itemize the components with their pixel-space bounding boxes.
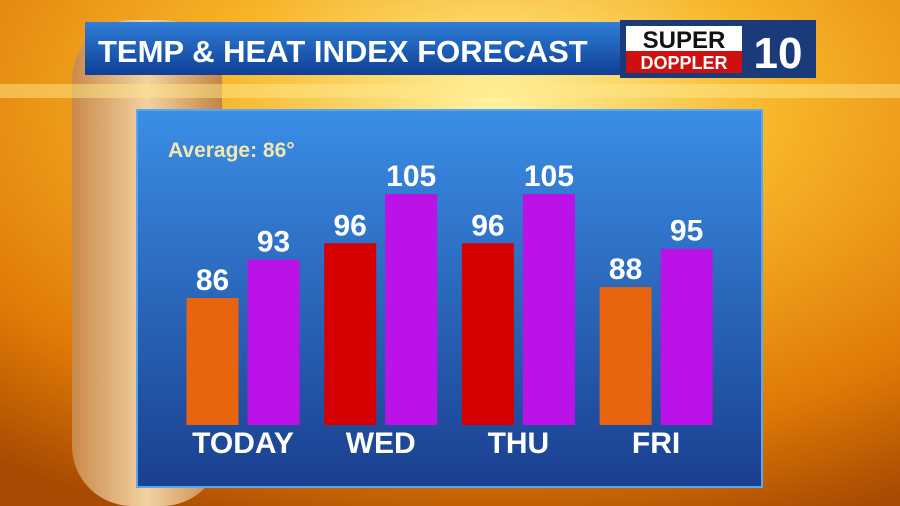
- logo-top: SUPER: [643, 27, 726, 54]
- bar: [660, 248, 713, 425]
- plot: TODAY 86 93 WED 96 105 THU 96 105 FRI 88 95: [186, 160, 713, 460]
- logo-bottom: DOPPLER: [640, 53, 727, 73]
- chart-panel: [136, 109, 763, 488]
- sun-glow: [0, 84, 900, 98]
- logo-number: 10: [754, 29, 803, 78]
- data-label: 88: [609, 253, 642, 286]
- data-label: 95: [670, 215, 703, 248]
- x-tick-label: TODAY: [192, 427, 294, 460]
- bar: [385, 194, 438, 425]
- chart-title: TEMP & HEAT INDEX FORECAST: [98, 34, 588, 69]
- data-label: 93: [257, 226, 290, 259]
- data-label: 96: [471, 209, 504, 242]
- annotation: Average: 86°: [168, 139, 295, 162]
- x-tick-label: THU: [488, 427, 550, 460]
- logo-bottom-bg: [626, 51, 742, 73]
- x-tick-label: WED: [346, 427, 416, 460]
- data-label: 86: [196, 264, 229, 297]
- x-tick-label: FRI: [632, 427, 680, 460]
- bar: [247, 259, 300, 425]
- data-label: 96: [334, 209, 367, 242]
- bar: [324, 243, 377, 425]
- data-label: 105: [524, 160, 574, 193]
- bar: [599, 287, 652, 425]
- bar: [461, 243, 514, 425]
- bar: [522, 194, 575, 425]
- bar: [186, 298, 239, 425]
- data-label: 105: [386, 160, 436, 193]
- title-banner: [85, 22, 625, 75]
- logo-top-bg: [626, 26, 742, 51]
